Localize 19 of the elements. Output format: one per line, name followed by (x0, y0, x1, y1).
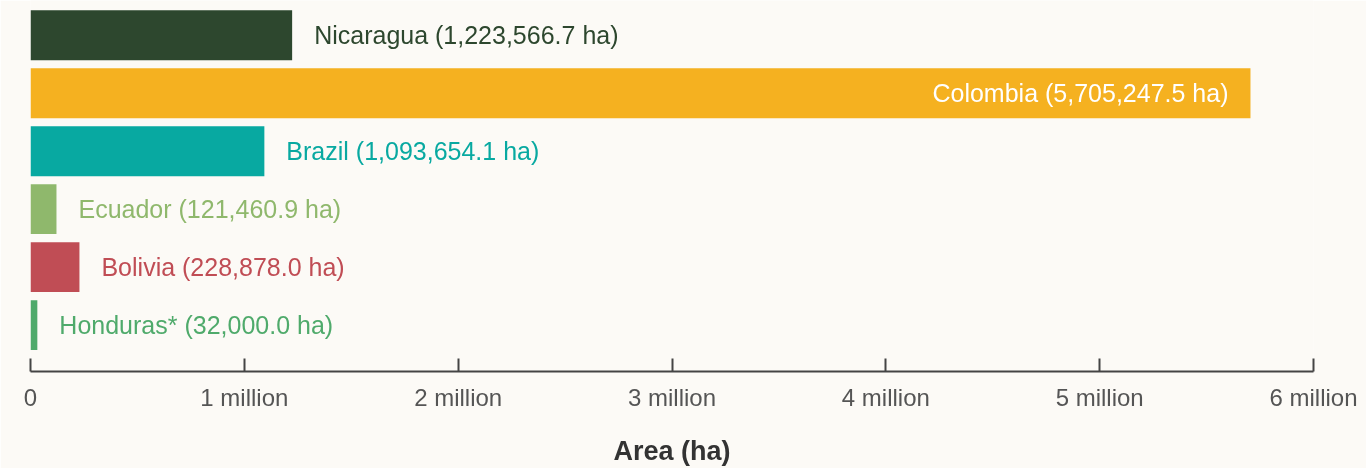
bar (30, 126, 265, 177)
category-label: Nicaragua (1,223,566.7 ha) (314, 21, 619, 50)
category-label: Bolivia (228,878.0 ha) (101, 253, 345, 282)
x-tick-label: 3 million (627, 383, 717, 411)
bar (30, 10, 293, 61)
x-tick-label: 2 million (414, 383, 503, 411)
bar (30, 242, 80, 293)
bar (30, 184, 57, 235)
x-tick-label: 1 million (200, 383, 289, 411)
x-tick-label: 6 million (1269, 383, 1358, 411)
x-axis-title: Area (ha) (613, 435, 731, 466)
category-label: Ecuador (121,460.9 ha) (78, 195, 342, 224)
category-label: Honduras* (32,000.0 ha) (59, 311, 334, 340)
x-tick-label: 5 million (1055, 383, 1144, 411)
category-label: Brazil (1,093,654.1 ha) (286, 137, 540, 166)
x-tick-label: 4 million (841, 383, 930, 411)
x-tick-label: 0 (23, 383, 38, 411)
bar (30, 68, 1251, 119)
category-label: Colombia (5,705,247.5 ha) (932, 79, 1229, 108)
